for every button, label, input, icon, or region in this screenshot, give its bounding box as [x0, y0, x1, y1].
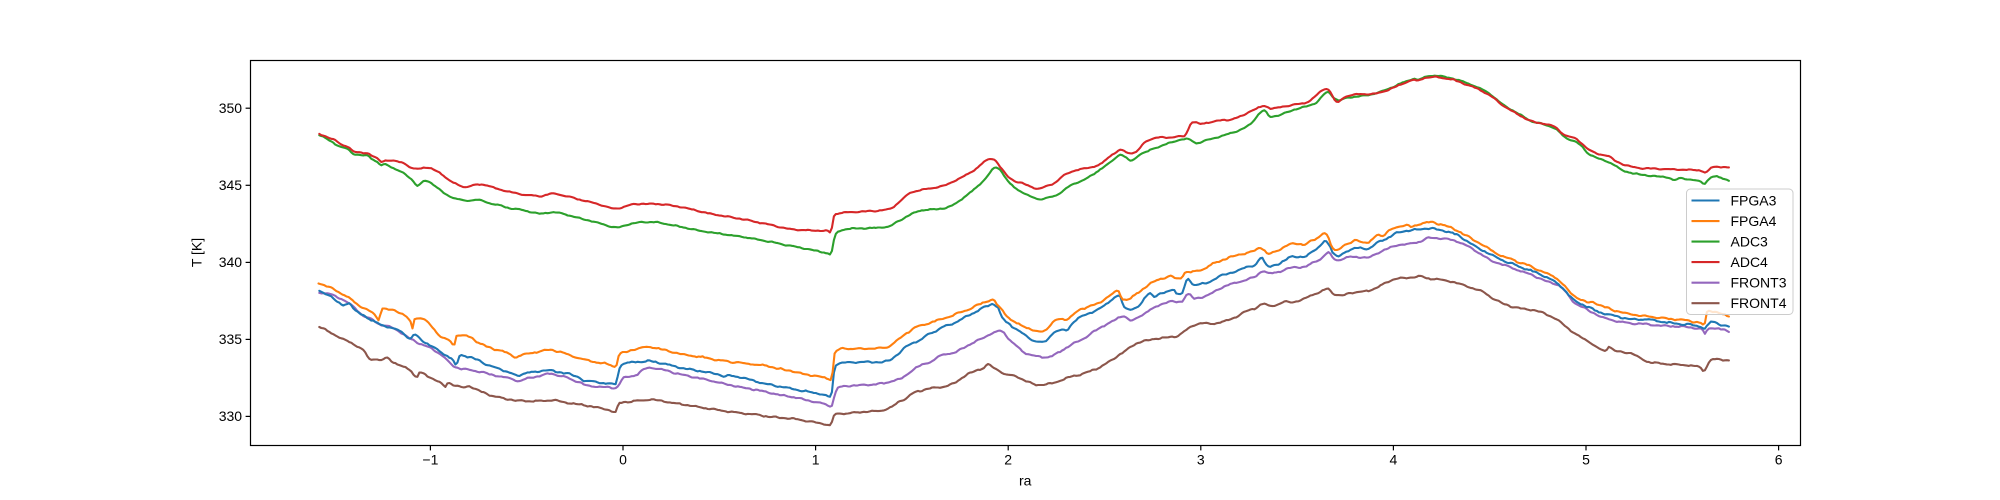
svg-text:335: 335 [219, 331, 243, 347]
svg-text:340: 340 [219, 254, 243, 270]
svg-text:330: 330 [219, 408, 243, 424]
svg-text:ra: ra [1019, 473, 1032, 489]
svg-text:2: 2 [1004, 452, 1012, 468]
svg-text:−1: −1 [422, 452, 438, 468]
svg-text:0: 0 [619, 452, 627, 468]
svg-text:T [K]: T [K] [189, 238, 205, 267]
svg-text:FRONT3: FRONT3 [1731, 275, 1787, 291]
svg-text:FPGA4: FPGA4 [1731, 213, 1777, 229]
svg-text:350: 350 [219, 100, 243, 116]
svg-text:4: 4 [1390, 452, 1398, 468]
svg-text:5: 5 [1582, 452, 1590, 468]
svg-text:1: 1 [812, 452, 820, 468]
svg-text:FRONT4: FRONT4 [1731, 295, 1787, 311]
svg-text:FPGA3: FPGA3 [1731, 192, 1777, 208]
svg-text:ADC4: ADC4 [1731, 254, 1769, 270]
svg-text:3: 3 [1197, 452, 1205, 468]
svg-text:ADC3: ADC3 [1731, 233, 1769, 249]
svg-text:6: 6 [1775, 452, 1783, 468]
svg-text:345: 345 [219, 177, 243, 193]
